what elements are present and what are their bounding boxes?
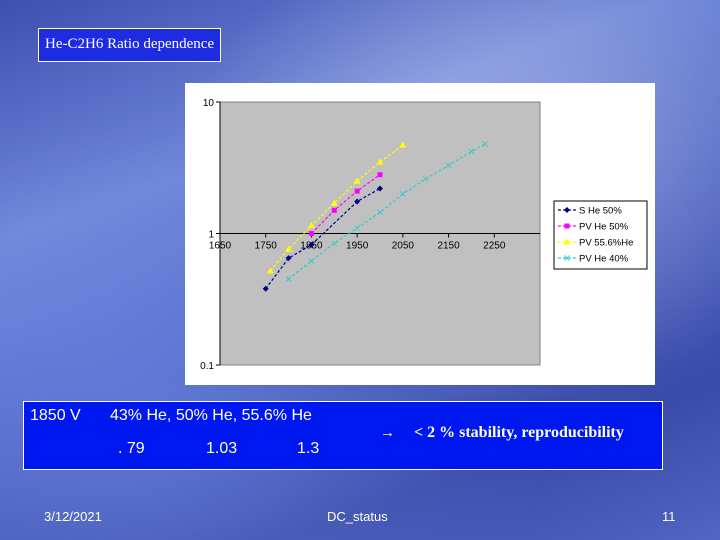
series-2-point — [354, 188, 360, 194]
stability-note: < 2 % stability, reproducibility — [414, 424, 624, 441]
series-1-point — [285, 255, 292, 262]
summary-box: 1850 V 43% He, 50% He, 55.6% He . 79 1.0… — [23, 401, 663, 470]
series-4-point — [445, 162, 452, 169]
series-4-point — [482, 141, 488, 147]
series-4-point — [377, 209, 383, 216]
ratio-value-1: . 79 — [118, 440, 145, 457]
series-3-point — [266, 267, 274, 274]
series-2-point — [377, 172, 383, 178]
legend-marker — [564, 255, 570, 261]
slide-page-number: 11 — [662, 509, 676, 524]
ratio-value-2: 1.03 — [206, 440, 238, 457]
series-3-point — [399, 141, 407, 148]
series-2-point — [308, 231, 314, 236]
legend-label: PV He 40% — [579, 254, 629, 265]
series-1-point — [308, 241, 315, 248]
series-1-point — [354, 198, 361, 205]
x-tick-label: 2050 — [392, 241, 415, 252]
series-4-point — [354, 225, 360, 231]
slide-date: 3/12/2021 — [44, 509, 102, 524]
y-tick-label: 10 — [203, 98, 215, 109]
series-2-point — [331, 207, 337, 213]
arrow-right-icon: → — [380, 424, 395, 441]
series-3-point — [307, 222, 315, 229]
slide-title: He-C2H6 Ratio dependence — [38, 28, 222, 62]
series-3-point — [353, 177, 361, 184]
series-3-point — [376, 158, 384, 165]
x-tick-label: 2250 — [483, 241, 506, 252]
series-3-point — [285, 245, 293, 252]
x-tick-label: 1950 — [346, 241, 369, 252]
series-4-point — [331, 240, 338, 247]
legend-label: S He 50% — [579, 206, 622, 217]
slide-footer-label: DC_status — [327, 509, 388, 524]
y-tick-label: 1 — [208, 230, 214, 241]
series-line-2 — [311, 174, 381, 234]
y-tick-label: 0.1 — [200, 361, 214, 372]
series-4-point — [285, 276, 292, 282]
legend-label: PV 55.6%He — [579, 238, 633, 249]
series-1-point — [377, 185, 383, 192]
legend-label: PV He 50% — [579, 222, 629, 233]
series-3-point — [330, 199, 338, 206]
mix-labels: 43% He, 50% He, 55.6% He — [110, 407, 312, 424]
series-4-point — [308, 257, 315, 264]
series-line-1 — [265, 187, 381, 290]
x-tick-label: 1650 — [209, 241, 232, 252]
voltage-label: 1850 V — [30, 407, 81, 424]
series-4-point — [422, 176, 429, 182]
legend-marker — [564, 223, 570, 229]
series-line-4 — [288, 143, 486, 280]
series-4-point — [400, 191, 406, 197]
legend-marker — [563, 238, 571, 245]
legend-marker — [564, 207, 570, 213]
x-tick-label: 2150 — [437, 241, 460, 252]
series-4-point — [468, 148, 475, 155]
series-1-point — [262, 285, 269, 292]
ratio-value-3: 1.3 — [297, 440, 320, 457]
x-tick-label: 1750 — [255, 241, 278, 252]
